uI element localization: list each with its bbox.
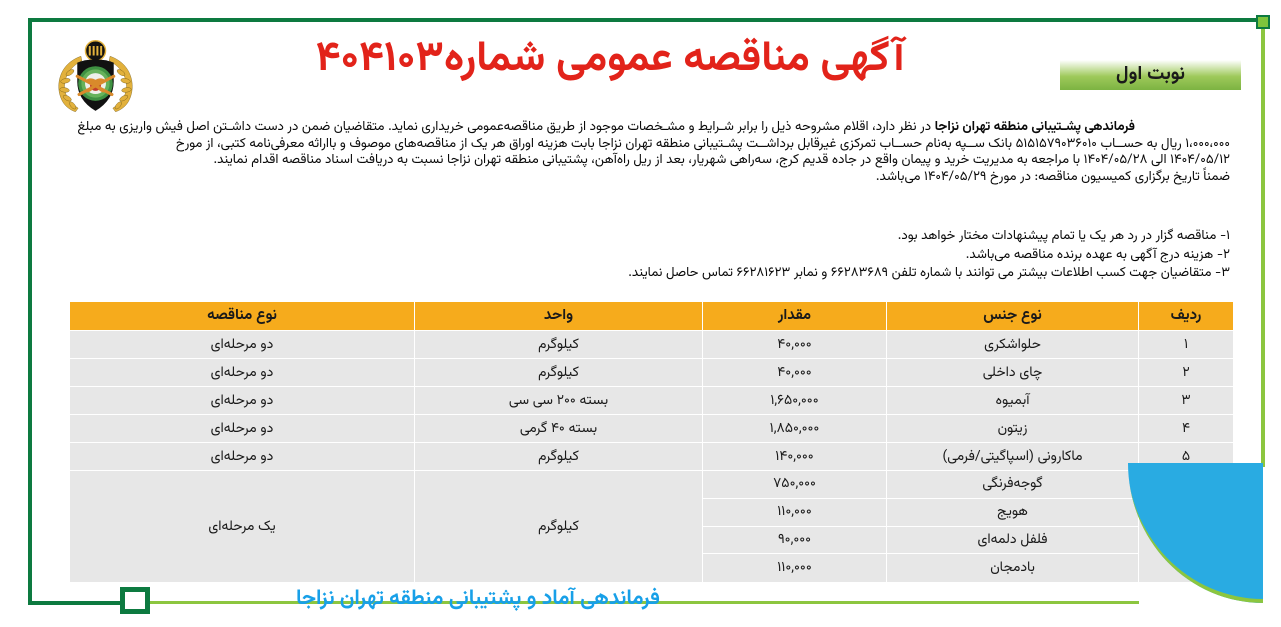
svg-text:IIII: IIII [88, 43, 103, 58]
